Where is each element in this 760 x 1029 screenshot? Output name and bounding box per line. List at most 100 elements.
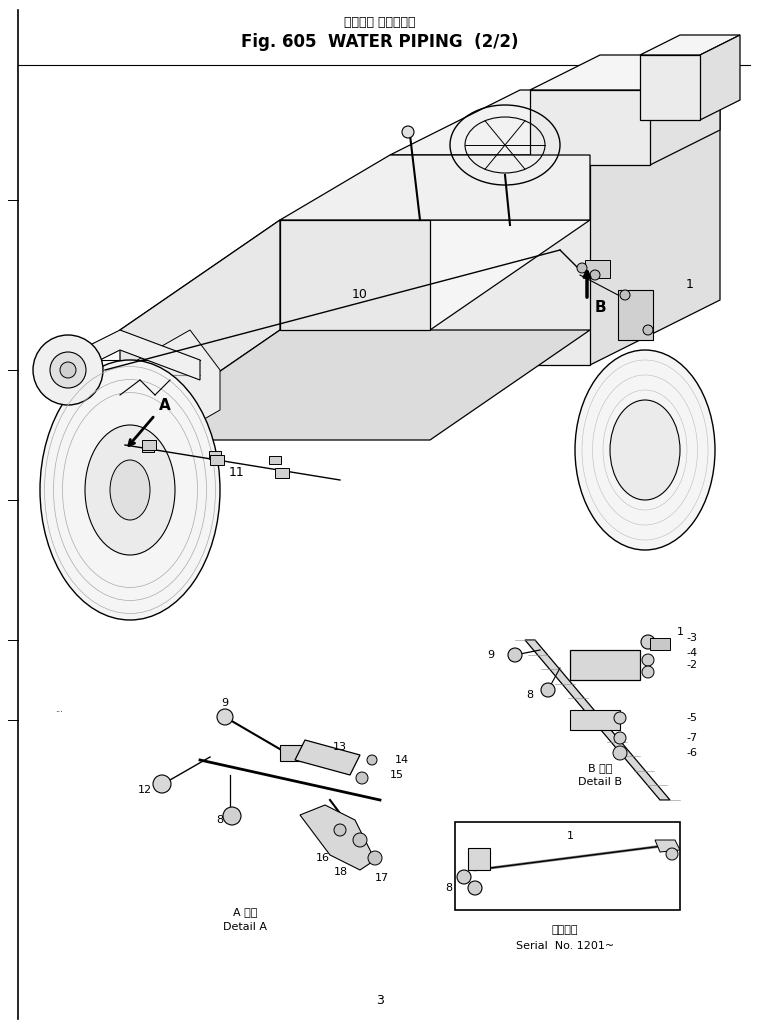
- Bar: [142, 440, 156, 450]
- Text: Fig. 605  WATER PIPING  (2/2): Fig. 605 WATER PIPING (2/2): [241, 33, 519, 51]
- Circle shape: [367, 755, 377, 765]
- Circle shape: [641, 635, 655, 649]
- Polygon shape: [280, 220, 430, 330]
- Text: 12: 12: [138, 785, 152, 795]
- Polygon shape: [120, 330, 590, 440]
- Bar: [618, 290, 653, 340]
- Circle shape: [508, 648, 522, 662]
- Circle shape: [613, 746, 627, 760]
- Text: 13: 13: [333, 742, 347, 752]
- Text: 16: 16: [316, 853, 330, 863]
- Text: A 詳細: A 詳細: [233, 907, 257, 917]
- Polygon shape: [120, 220, 590, 330]
- Bar: [280, 745, 302, 761]
- Polygon shape: [570, 710, 620, 730]
- Bar: [650, 638, 670, 650]
- Circle shape: [33, 335, 103, 405]
- Polygon shape: [468, 848, 490, 870]
- Text: 14: 14: [395, 755, 409, 765]
- Text: -4: -4: [686, 648, 697, 658]
- Polygon shape: [655, 840, 680, 852]
- Polygon shape: [530, 55, 720, 90]
- Text: -3: -3: [686, 633, 697, 643]
- Text: 8: 8: [217, 815, 223, 825]
- Circle shape: [50, 352, 86, 388]
- Circle shape: [217, 709, 233, 725]
- Text: -2: -2: [686, 660, 697, 670]
- Polygon shape: [295, 740, 360, 775]
- Text: 1: 1: [686, 279, 694, 291]
- Circle shape: [353, 833, 367, 847]
- Text: B: B: [594, 300, 606, 316]
- Polygon shape: [390, 155, 590, 365]
- Text: -5: -5: [686, 713, 697, 723]
- Text: 17: 17: [375, 873, 389, 883]
- Text: 18: 18: [334, 867, 348, 877]
- Circle shape: [457, 870, 471, 884]
- Text: 8: 8: [526, 690, 533, 700]
- Text: Detail A: Detail A: [223, 922, 267, 932]
- Circle shape: [541, 683, 555, 697]
- Circle shape: [590, 270, 600, 280]
- Circle shape: [468, 881, 482, 895]
- Polygon shape: [300, 805, 375, 870]
- Polygon shape: [280, 155, 590, 220]
- Polygon shape: [590, 90, 720, 365]
- Polygon shape: [525, 640, 670, 800]
- Circle shape: [643, 325, 653, 335]
- Text: 11: 11: [229, 465, 245, 478]
- Bar: [210, 455, 224, 465]
- Text: 1: 1: [676, 627, 683, 637]
- Text: Serial  No. 1201~: Serial No. 1201~: [516, 941, 614, 951]
- Text: 1: 1: [566, 831, 574, 841]
- Bar: [585, 260, 610, 278]
- Text: 10: 10: [352, 288, 368, 301]
- Text: 15: 15: [390, 770, 404, 780]
- Text: 8: 8: [445, 883, 452, 893]
- Ellipse shape: [110, 460, 150, 520]
- Bar: [275, 468, 289, 478]
- Polygon shape: [640, 55, 700, 120]
- Text: 9: 9: [221, 698, 229, 708]
- Circle shape: [666, 848, 678, 860]
- Polygon shape: [60, 330, 200, 380]
- Text: B 詳細: B 詳細: [587, 762, 613, 773]
- FancyBboxPatch shape: [455, 822, 680, 910]
- Ellipse shape: [40, 360, 220, 620]
- Polygon shape: [530, 90, 650, 165]
- Circle shape: [577, 263, 587, 273]
- Polygon shape: [120, 330, 220, 450]
- Text: 9: 9: [487, 650, 494, 660]
- Polygon shape: [390, 90, 720, 155]
- Text: -6: -6: [686, 748, 697, 758]
- Bar: [142, 443, 154, 452]
- Ellipse shape: [85, 425, 175, 555]
- Circle shape: [642, 654, 654, 666]
- Bar: [269, 456, 281, 464]
- Circle shape: [334, 824, 346, 836]
- Text: A: A: [159, 397, 171, 413]
- Bar: [209, 451, 221, 459]
- Ellipse shape: [575, 350, 715, 549]
- Polygon shape: [640, 35, 740, 55]
- Text: 適用番号: 適用番号: [552, 925, 578, 935]
- Circle shape: [153, 775, 171, 793]
- Circle shape: [642, 666, 654, 678]
- Circle shape: [223, 807, 241, 825]
- Polygon shape: [700, 35, 740, 120]
- Text: Detail B: Detail B: [578, 777, 622, 787]
- Text: ウォータ パイピング: ウォータ パイピング: [344, 15, 416, 29]
- Polygon shape: [120, 220, 280, 440]
- Circle shape: [402, 126, 414, 138]
- Text: -7: -7: [686, 733, 697, 743]
- Circle shape: [614, 732, 626, 744]
- Circle shape: [620, 290, 630, 300]
- Polygon shape: [650, 55, 720, 165]
- Circle shape: [614, 712, 626, 724]
- Circle shape: [60, 362, 76, 378]
- Text: ...: ...: [55, 706, 63, 714]
- Text: 3: 3: [376, 994, 384, 1006]
- Circle shape: [356, 772, 368, 784]
- Ellipse shape: [610, 400, 680, 500]
- Polygon shape: [570, 650, 640, 680]
